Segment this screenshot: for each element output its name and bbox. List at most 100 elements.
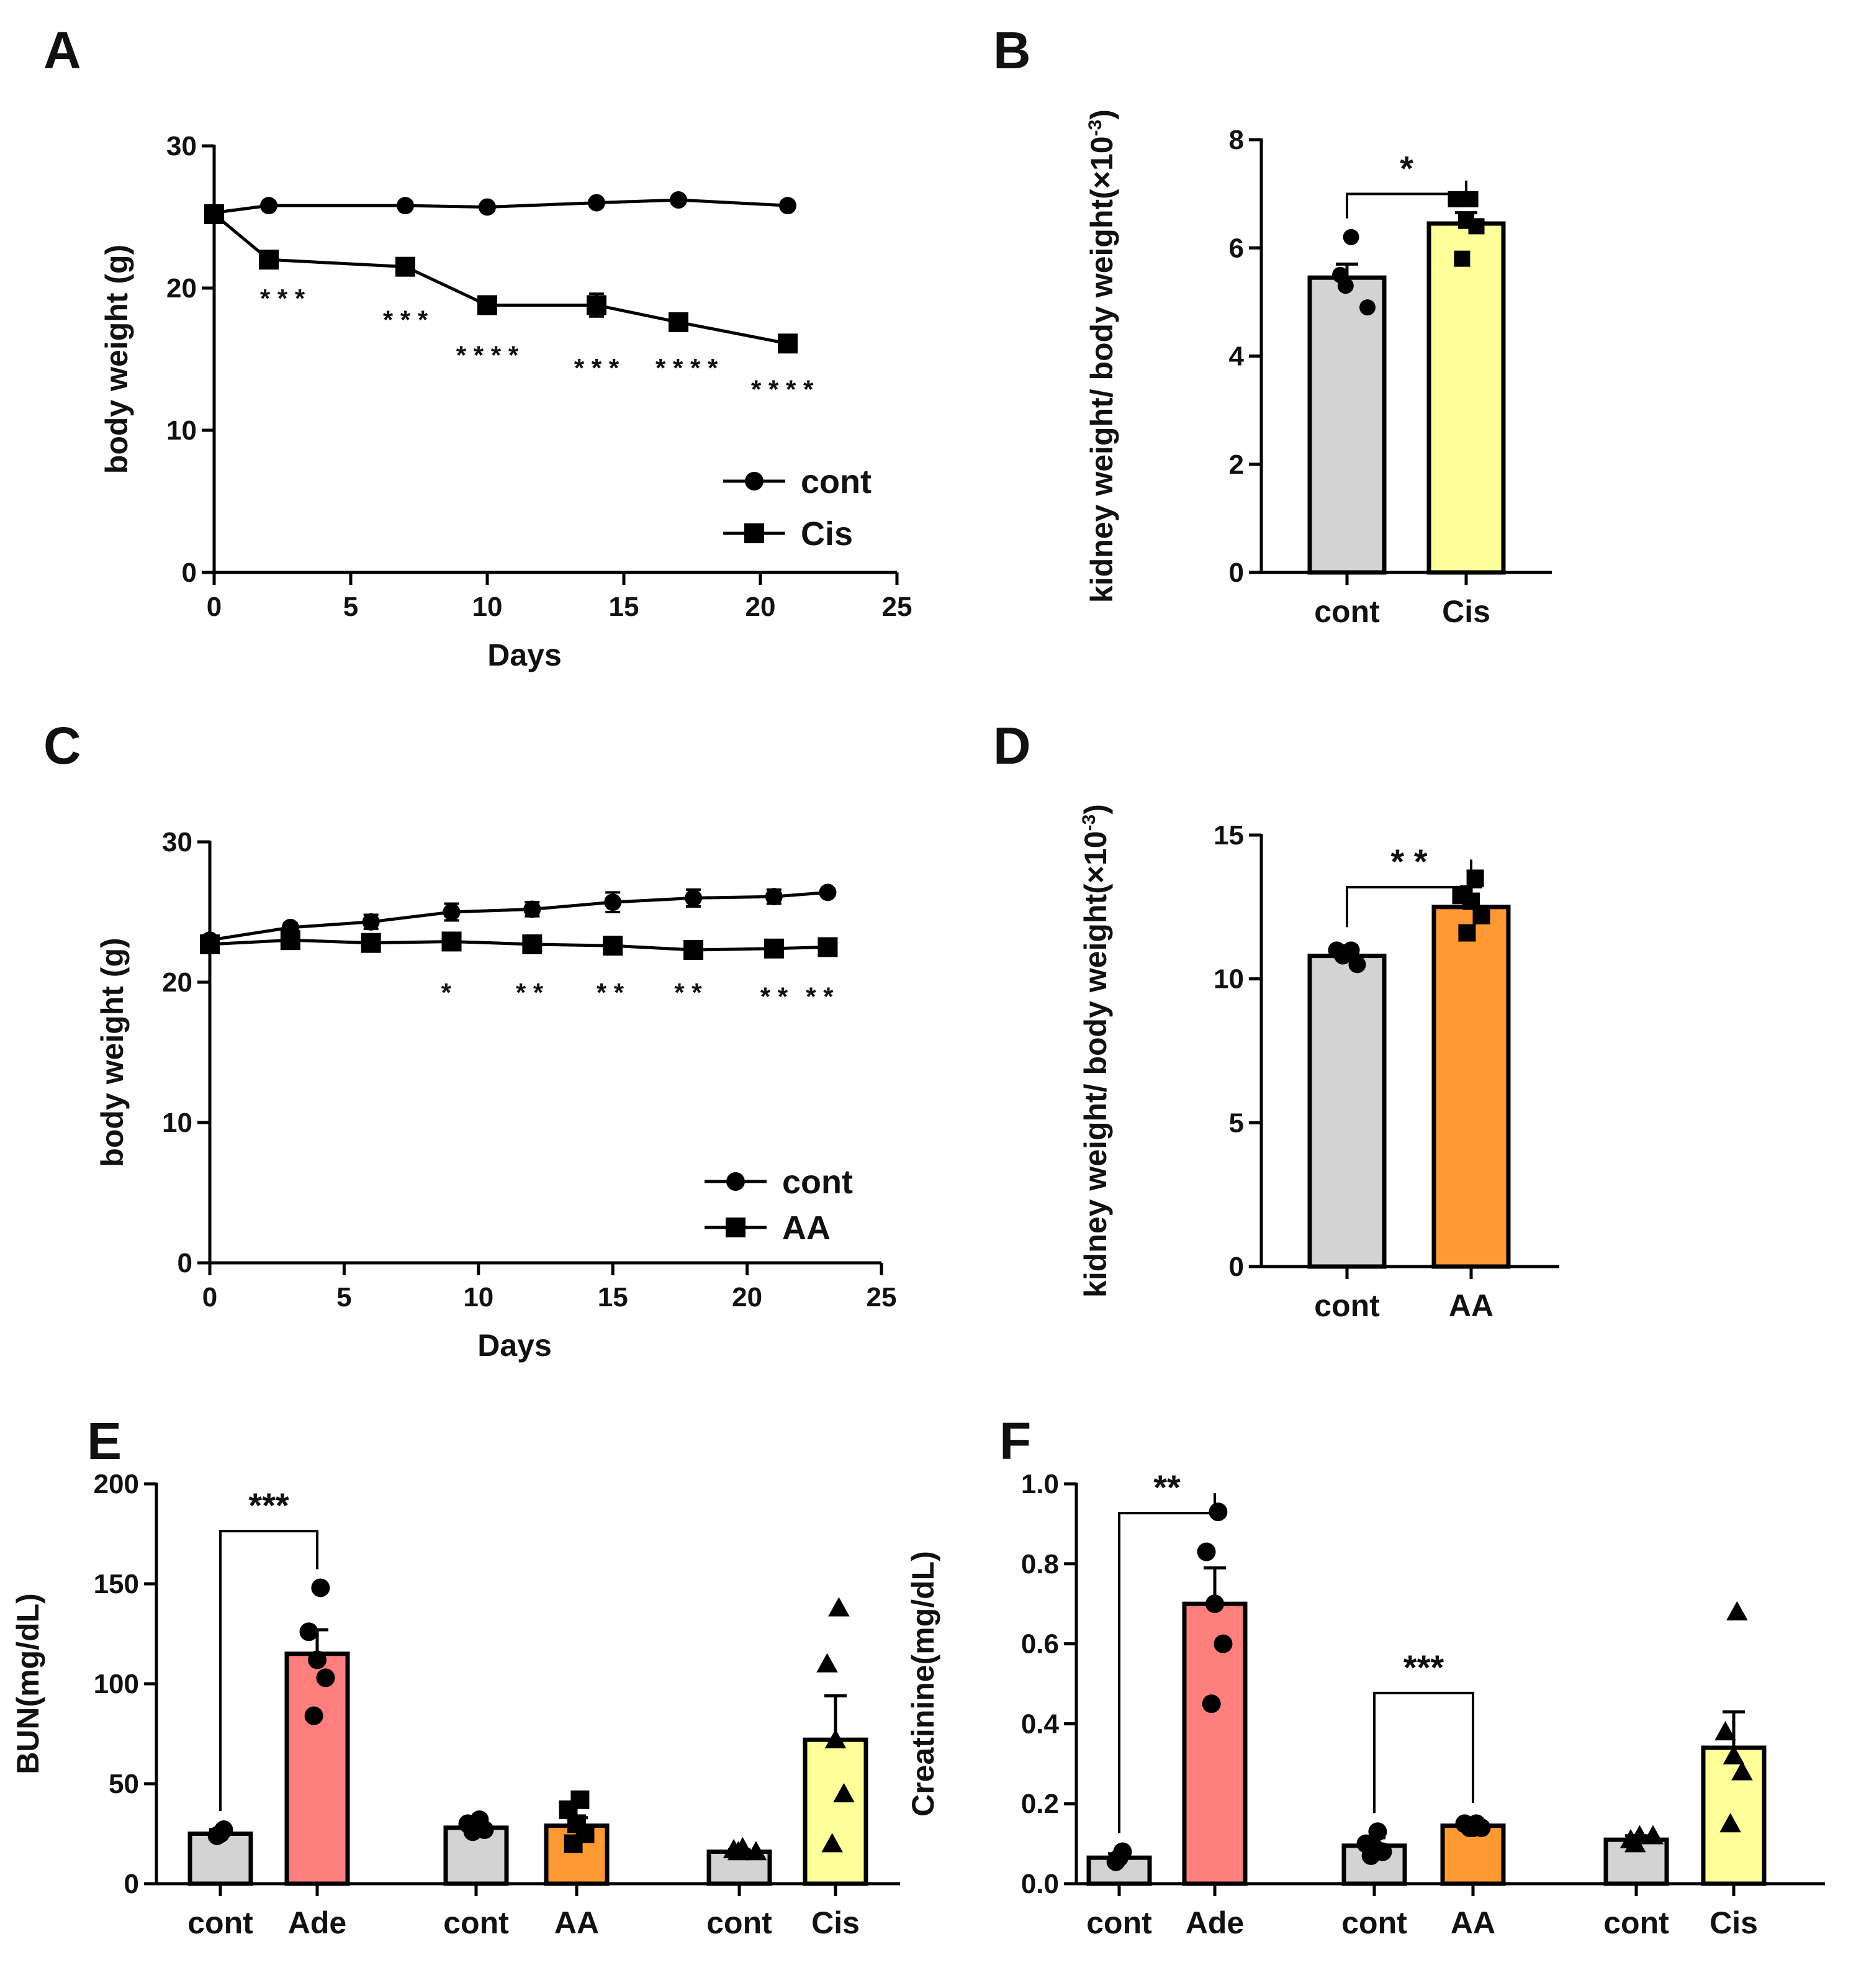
chart-f-point-2-4 — [1361, 1846, 1381, 1865]
chart-d-ytick-label-1: 5 — [1229, 1108, 1244, 1138]
chart-f-bar-group-5 — [1701, 1601, 1767, 1886]
chart-e-point-5-3 — [833, 1782, 855, 1802]
chart-a-sig-stars-2: * * * * — [456, 341, 519, 370]
chart-a-body-weight-cis: 0 10 20 30 0 5 10 15 20 25 Days body weight (g) * * … — [99, 131, 912, 672]
chart-f-point-1-1 — [1197, 1542, 1216, 1561]
chart-f-point-1-3 — [1214, 1634, 1233, 1653]
chart-d-category-label-0: cont — [1314, 1288, 1380, 1323]
chart-d-y-title-main: kidney weight/ body weight(×10 — [1078, 831, 1113, 1298]
chart-f-point-1-4 — [1202, 1694, 1221, 1714]
panel-letter-a: A — [43, 21, 81, 79]
chart-f-point-5-2 — [1723, 1745, 1745, 1764]
chart-f-category-label-5: Cis — [1710, 1905, 1758, 1940]
chart-e-category-label-1: Ade — [288, 1905, 346, 1940]
chart-d-bar-cont-0 — [1307, 954, 1387, 1269]
chart-a-point-cis-4 — [587, 295, 606, 315]
chart-a-xtick-label-1: 5 — [343, 592, 358, 622]
chart-a-point-cont-1 — [260, 197, 277, 215]
chart-f-bar-ade-1 — [1182, 1601, 1248, 1886]
chart-a-point-cis-3 — [477, 295, 497, 315]
chart-e-point-2-4 — [463, 1822, 482, 1841]
chart-c-sig-stars-1: * * — [516, 978, 544, 1007]
chart-a-xtick-label-2: 10 — [472, 592, 503, 622]
chart-e-point-1-2 — [308, 1650, 327, 1669]
panel-letter-b: B — [993, 21, 1031, 79]
chart-e-bar-group-4 — [706, 1837, 772, 1886]
chart-a-point-cont-5 — [670, 191, 687, 209]
chart-d-point-1-3 — [1472, 906, 1490, 924]
chart-f-ytick-label-0: 0.0 — [1021, 1869, 1059, 1899]
chart-e-ytick-label-2: 100 — [94, 1669, 139, 1699]
chart-b-y-title-sup: -3 — [1085, 120, 1106, 137]
chart-e-bar-group-5 — [803, 1597, 868, 1886]
panel-letter-f: F — [999, 1412, 1031, 1470]
chart-c-point-cont-8 — [819, 883, 837, 901]
chart-d-bar-group-0 — [1307, 941, 1387, 1269]
chart-c-x-title: Days — [477, 1328, 552, 1363]
chart-f-category-label-2: cont — [1341, 1905, 1407, 1940]
chart-f-point-3-4 — [1460, 1818, 1479, 1837]
chart-c-ytick-label-1: 10 — [162, 1108, 192, 1138]
chart-c-sig-stars-5: * * — [806, 982, 834, 1011]
chart-a-xtick-label-4: 20 — [746, 592, 776, 622]
chart-f-creatinine: 0.0 0.2 0.4 0.6 0.8 1.0 Creatinine(mg/dL) cont A… — [906, 1468, 1825, 1940]
chart-c-point-cont-3 — [443, 903, 461, 921]
chart-c-body-weight-aa: 0 10 20 30 0 5 10 15 20 25 Days body weight (g) * * *… — [95, 827, 896, 1363]
chart-b-ytick-label-4: 8 — [1229, 125, 1244, 155]
chart-d-ytick-label-3: 15 — [1214, 820, 1244, 851]
chart-d-point-1-0 — [1466, 869, 1484, 887]
chart-d-kidney-ratio-aa: 0 5 10 15 kidney weight/ body weight(×10-3) c… — [1078, 804, 1559, 1323]
chart-a-point-cis-6 — [778, 333, 798, 354]
chart-e-point-5-1 — [816, 1653, 838, 1673]
chart-c-sig-stars-0: * — [441, 978, 452, 1007]
chart-f-category-label-0: cont — [1086, 1905, 1152, 1940]
chart-c-legend-label-aa: AA — [782, 1209, 831, 1247]
chart-b-point-0-0 — [1343, 228, 1359, 245]
chart-a-y-title: body weight (g) — [99, 245, 134, 474]
chart-e-bar-cis-5 — [803, 1737, 868, 1886]
chart-f-category-label-3: AA — [1451, 1905, 1495, 1940]
chart-a-series-cis — [204, 204, 798, 354]
panel-letter-c: C — [43, 716, 81, 775]
chart-a-sig-stars-4: * * * * — [655, 353, 718, 382]
chart-d-bar-aa-1 — [1431, 905, 1511, 1269]
chart-a-xtick-label-5: 25 — [882, 592, 912, 622]
chart-c-point-aa-8 — [818, 937, 838, 957]
chart-b-bar-group-1 — [1426, 191, 1506, 575]
chart-e-ytick-label-0: 0 — [124, 1869, 139, 1899]
chart-c-point-cont-6 — [685, 889, 703, 907]
chart-e-ytick-label-4: 200 — [94, 1469, 139, 1499]
chart-c-xtick-label-3: 15 — [598, 1282, 628, 1313]
chart-b-category-label-0: cont — [1314, 594, 1380, 629]
chart-f-ytick-label-1: 0.2 — [1021, 1789, 1059, 1819]
chart-a-point-cont-2 — [397, 197, 414, 215]
chart-f-sig-label-1: *** — [1403, 1648, 1444, 1687]
chart-b-point-1-3 — [1468, 218, 1485, 235]
chart-d-y-title-sup: -3 — [1079, 815, 1099, 831]
chart-b-y-title-main: kidney weight/ body weight(×10 — [1084, 136, 1119, 603]
chart-c-legend-label-cont: cont — [782, 1163, 853, 1201]
chart-e-y-title-main: BUN(mg/dL) — [11, 1593, 45, 1774]
chart-f-bar-group-1 — [1182, 1502, 1248, 1886]
chart-c-ytick-label-0: 0 — [178, 1248, 192, 1278]
chart-c-sig-stars-2: * * — [597, 978, 624, 1007]
chart-e-category-label-3: AA — [554, 1905, 599, 1940]
chart-c-point-aa-0 — [200, 934, 220, 954]
chart-b-kidney-ratio-cis: 0 2 4 6 8 kidney weight/ body weight(×10-3) co… — [1084, 109, 1552, 629]
chart-c-point-aa-5 — [603, 936, 623, 956]
chart-f-sig-bracket-1 — [1373, 1691, 1474, 1814]
chart-a-point-cis-5 — [669, 312, 688, 332]
chart-a-legend-label-cis: Cis — [801, 515, 853, 553]
chart-f-category-label-4: cont — [1603, 1905, 1669, 1940]
chart-e-point-1-3 — [316, 1668, 335, 1688]
chart-e-point-3-4 — [564, 1834, 583, 1853]
chart-f-bar-group-0 — [1086, 1842, 1152, 1886]
chart-a-xtick-label-3: 15 — [609, 592, 639, 622]
chart-a-legend-marker-1 — [744, 523, 764, 543]
chart-c-xtick-label-5: 25 — [867, 1282, 897, 1313]
chart-b-bar-cont-0 — [1307, 275, 1387, 575]
chart-e-point-1-1 — [299, 1622, 318, 1642]
chart-b-sig-bracket-0 — [1346, 180, 1467, 219]
chart-c-point-cont-5 — [604, 893, 622, 911]
